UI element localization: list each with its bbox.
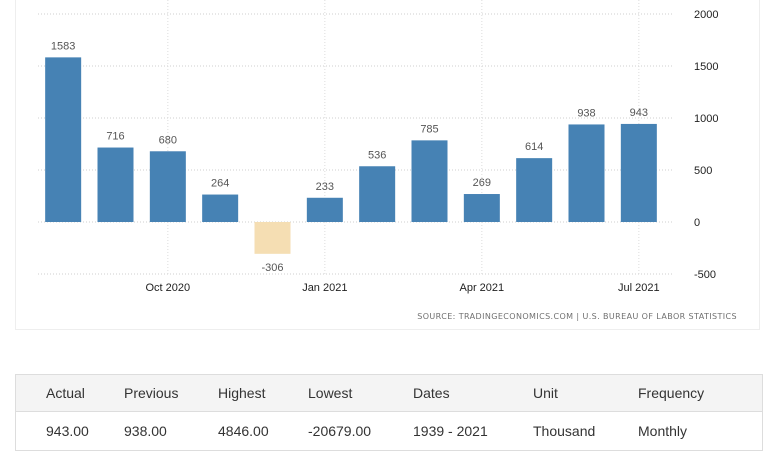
- bar-8: [463, 194, 500, 222]
- bar-11: [620, 123, 657, 222]
- bar-2: [149, 151, 186, 222]
- y-tick-label-0: 2000: [694, 9, 718, 21]
- bar-10: [568, 124, 605, 222]
- bar-4: [254, 222, 291, 254]
- bar-5: [306, 197, 343, 222]
- header-unit: Unit: [503, 374, 608, 412]
- data-label-1: 716: [106, 131, 124, 143]
- data-label-5: 233: [316, 181, 334, 193]
- value-unit: Thousand: [503, 411, 608, 451]
- value-frequency: Monthly: [608, 411, 763, 451]
- bar-3: [202, 194, 239, 222]
- header-lowest: Lowest: [278, 374, 383, 412]
- data-label-7: 785: [420, 123, 438, 135]
- data-label-6: 536: [368, 149, 386, 161]
- bar-0: [45, 57, 82, 223]
- y-tick-label-5: -500: [694, 269, 716, 281]
- data-label-10: 938: [577, 107, 595, 119]
- data-label-11: 943: [630, 107, 648, 119]
- value-previous: 938.00: [94, 411, 188, 451]
- data-label-0: 1583: [51, 40, 75, 52]
- x-tick-label-2: Apr 2021: [460, 282, 505, 294]
- data-label-2: 680: [159, 134, 177, 146]
- stats-table: Actual Previous Highest Lowest Dates Uni…: [15, 374, 763, 451]
- bar-9: [516, 158, 553, 222]
- header-actual: Actual: [15, 374, 94, 412]
- bar-chart: 2000 1500 1000 500 0 -500 1583 716 680 264 -306 233…: [38, 0, 718, 294]
- y-tick-label-2: 1000: [694, 113, 718, 125]
- stats-header-row: Actual Previous Highest Lowest Dates Uni…: [15, 374, 763, 412]
- source-note: SOURCE: TRADINGECONOMICS.COM | U.S. BURE…: [417, 312, 737, 321]
- x-tick-label-0: Oct 2020: [146, 282, 191, 294]
- data-label-9: 614: [525, 141, 543, 153]
- data-label-8: 269: [473, 177, 491, 189]
- header-previous: Previous: [94, 374, 188, 412]
- data-label-3: 264: [211, 178, 229, 190]
- data-label-4: -306: [261, 262, 283, 274]
- header-dates: Dates: [383, 374, 503, 412]
- bar-6: [359, 166, 396, 222]
- value-dates: 1939 - 2021: [383, 411, 503, 451]
- chart-card: 2000 1500 1000 500 0 -500 1583 716 680 264 -306 233…: [15, 0, 760, 330]
- stats-value-row: 943.00 938.00 4846.00 -20679.00 1939 - 2…: [15, 411, 763, 451]
- y-tick-label-1: 1500: [694, 61, 718, 73]
- header-frequency: Frequency: [608, 374, 763, 412]
- bar-7: [411, 140, 448, 222]
- x-tick-label-3: Jul 2021: [618, 282, 660, 294]
- x-tick-label-1: Jan 2021: [302, 282, 347, 294]
- header-highest: Highest: [188, 374, 278, 412]
- value-actual: 943.00: [15, 411, 94, 451]
- bar-1: [97, 147, 134, 222]
- y-tick-label-4: 0: [694, 217, 700, 229]
- value-highest: 4846.00: [188, 411, 278, 451]
- y-tick-label-3: 500: [694, 165, 712, 177]
- value-lowest: -20679.00: [278, 411, 383, 451]
